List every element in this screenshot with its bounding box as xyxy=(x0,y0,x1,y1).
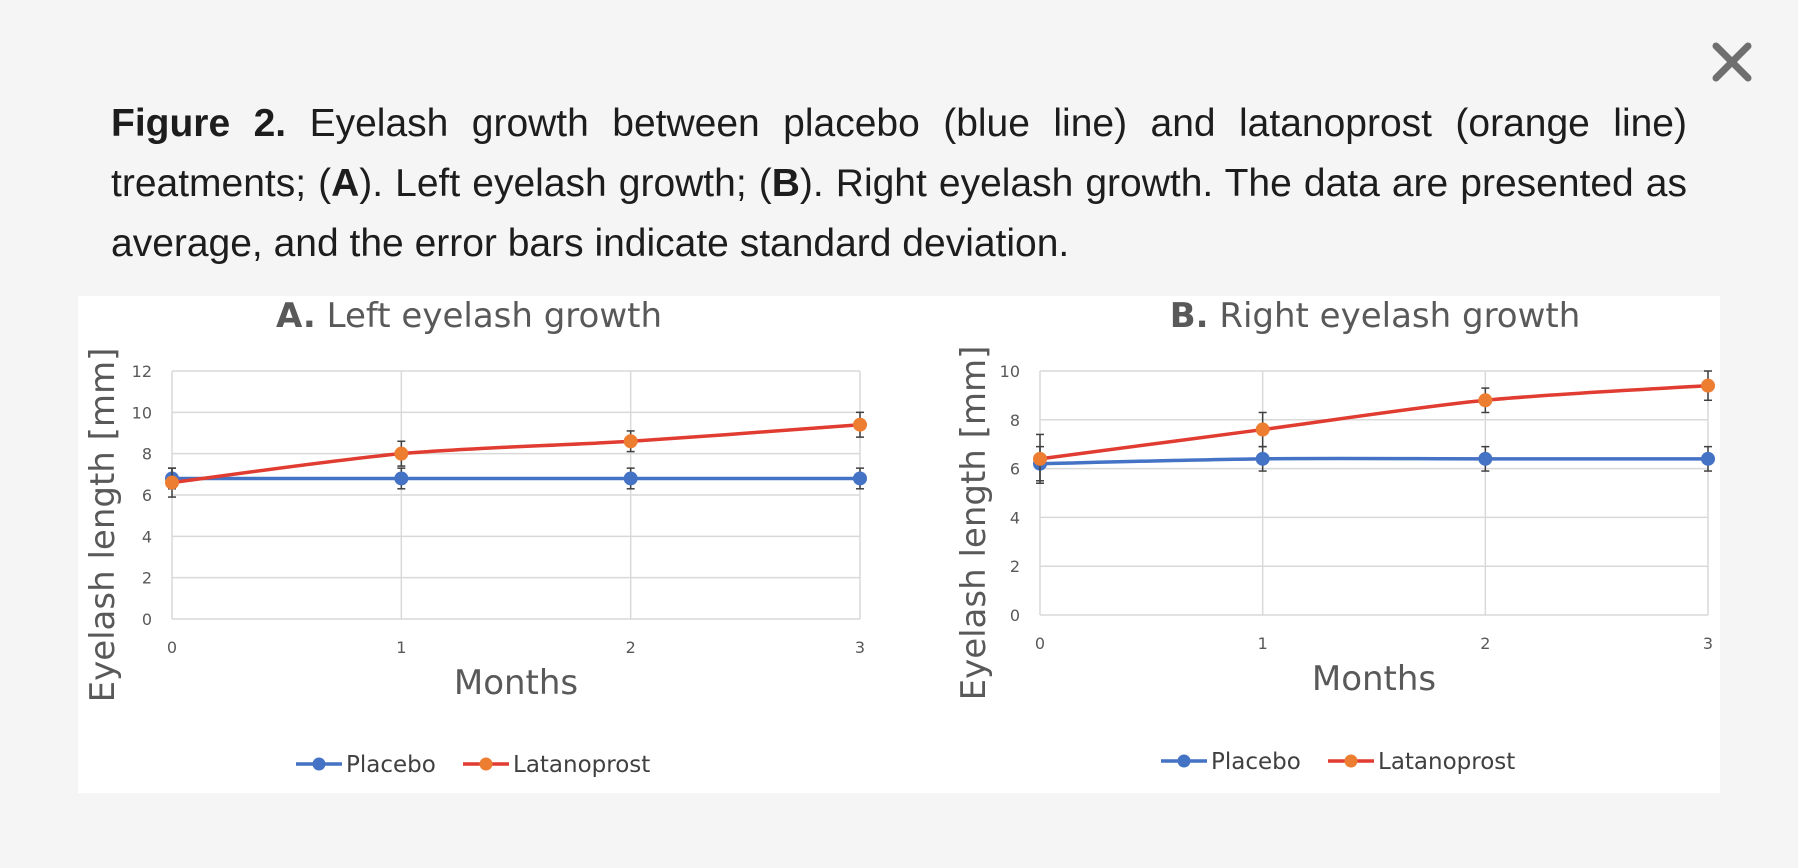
caption-panel-b: B xyxy=(771,162,800,205)
chart-title: A. Left eyelash growth xyxy=(276,296,662,336)
data-point xyxy=(1255,451,1270,466)
y-tick-label: 12 xyxy=(132,362,152,381)
x-axis-label: Months xyxy=(454,663,578,703)
chart-title-prefix: A. xyxy=(276,296,316,336)
close-button[interactable] xyxy=(1706,36,1758,88)
y-tick-label: 4 xyxy=(1010,508,1020,527)
x-tick-label: 2 xyxy=(626,638,636,657)
legend-swatch-marker xyxy=(1344,754,1358,768)
series-latanoprost xyxy=(165,411,867,498)
x-tick-label: 3 xyxy=(855,638,865,657)
data-point xyxy=(853,417,867,432)
series-line xyxy=(171,422,861,485)
chart-title-prefix: B. xyxy=(1170,296,1209,336)
data-point xyxy=(1255,422,1270,437)
x-tick-label: 0 xyxy=(1035,634,1045,653)
legend-item-latanoprost: Latanoprost xyxy=(1328,749,1515,775)
y-axis-label: Eyelash length [mm] xyxy=(83,348,123,703)
y-tick-label: 2 xyxy=(142,569,152,588)
x-tick-label: 0 xyxy=(167,638,177,657)
data-point xyxy=(1478,393,1493,408)
figure-caption: Figure 2. Eyelash growth between placebo… xyxy=(111,94,1687,274)
legend-item-placebo: Placebo xyxy=(1161,749,1301,775)
x-tick-label: 2 xyxy=(1480,634,1490,653)
caption-text-1: Eyelash growth between placebo (blue lin… xyxy=(111,102,1687,205)
y-tick-label: 2 xyxy=(1010,557,1020,576)
x-tick-label: 1 xyxy=(1258,634,1268,653)
chart-title: B. Right eyelash growth xyxy=(1170,296,1581,336)
caption-text-2: ). Left eyelash growth; ( xyxy=(359,162,772,205)
legend-swatch-marker xyxy=(479,757,493,771)
legend-item-latanoprost: Latanoprost xyxy=(463,752,650,778)
legend-label: Placebo xyxy=(346,752,436,778)
y-tick-label: 6 xyxy=(142,486,152,505)
legend: Placebo Latanoprost xyxy=(296,752,650,778)
y-tick-label: 10 xyxy=(132,403,152,422)
data-point xyxy=(623,471,638,486)
x-axis-label: Months xyxy=(1312,659,1436,699)
legend-swatch-marker xyxy=(1177,754,1191,768)
data-point xyxy=(165,475,179,490)
data-point xyxy=(1478,451,1493,466)
series-placebo xyxy=(165,467,867,490)
x-tick-label: 3 xyxy=(1703,634,1713,653)
y-tick-label: 6 xyxy=(1010,460,1020,479)
y-tick-label: 0 xyxy=(142,610,152,629)
data-point xyxy=(1701,378,1715,393)
legend-label: Placebo xyxy=(1211,749,1301,775)
chart-title-text: Right eyelash growth xyxy=(1209,296,1581,336)
data-point xyxy=(394,471,409,486)
y-axis-label: Eyelash length [mm] xyxy=(954,346,994,701)
legend-label: Latanoprost xyxy=(1378,749,1515,775)
data-point xyxy=(394,446,409,461)
data-point xyxy=(853,471,867,486)
data-point xyxy=(623,434,638,449)
series-latanoprost xyxy=(1033,370,1715,484)
data-point xyxy=(1701,451,1715,466)
chart-title-text: Left eyelash growth xyxy=(316,296,662,336)
legend: Placebo Latanoprost xyxy=(1161,749,1515,775)
y-tick-label: 8 xyxy=(1010,411,1020,430)
close-icon xyxy=(1712,42,1752,82)
y-tick-label: 10 xyxy=(1000,362,1020,381)
legend-swatch-marker xyxy=(312,757,326,771)
chart-b: B. Right eyelash growth 0 2 4 6 8 10 0 1 2 3 Eyelas… xyxy=(954,296,1715,775)
y-tick-label: 4 xyxy=(142,527,152,546)
legend-item-placebo: Placebo xyxy=(296,752,436,778)
series-line xyxy=(1039,456,1708,466)
series-line xyxy=(1039,383,1709,461)
data-point xyxy=(1033,451,1047,466)
y-tick-label: 0 xyxy=(1010,606,1020,625)
caption-panel-a: A xyxy=(331,162,360,205)
figure-panel: A. Left eyelash growth 0 2 4 6 8 10 12 0 1 2 3 Eyela… xyxy=(78,296,1720,793)
caption-lead: Figure 2. xyxy=(111,102,287,145)
legend-label: Latanoprost xyxy=(513,752,650,778)
caption-text-3: ). Right eyelash growth. The data are pr… xyxy=(111,162,1687,265)
series-placebo xyxy=(1033,445,1715,482)
x-tick-label: 1 xyxy=(396,638,406,657)
y-tick-label: 8 xyxy=(142,445,152,464)
